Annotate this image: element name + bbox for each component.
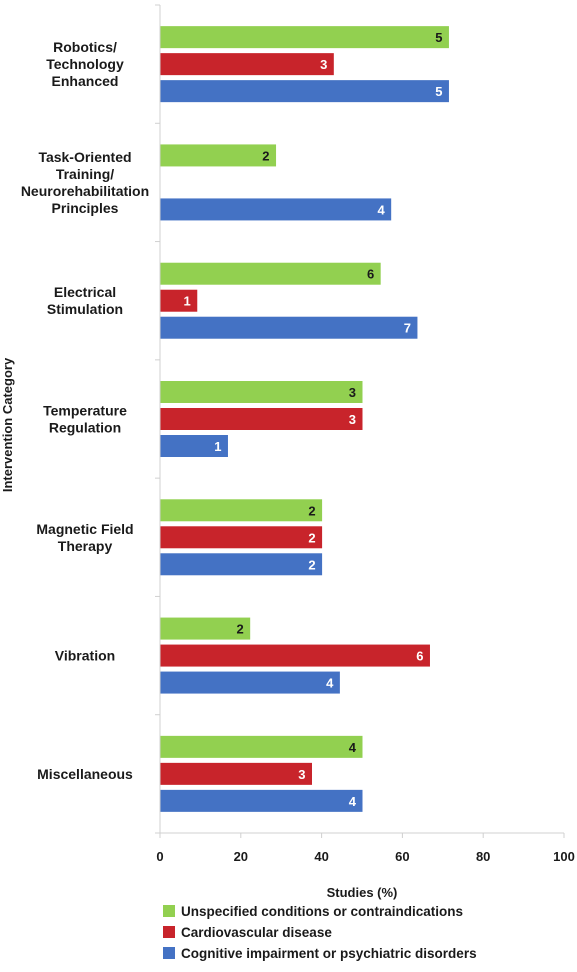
bar-data-label: 2 — [236, 622, 243, 637]
bar-data-label: 3 — [298, 767, 305, 782]
legend: Unspecified conditions or contraindicati… — [163, 904, 477, 961]
bar — [160, 408, 363, 430]
bar-data-label: 7 — [404, 321, 411, 336]
category-label: Temperature Regulation — [43, 403, 127, 436]
x-tick-label: 60 — [395, 849, 409, 864]
bar-data-label: 4 — [326, 676, 334, 691]
bar — [160, 144, 277, 167]
legend-label: Cognitive impairment or psychiatric diso… — [181, 946, 477, 961]
legend-swatch — [163, 926, 175, 938]
bars: 5 3 5 2 4 6 1 7 3 3 1 2 2 2 2 6 4 4 3 4 — [160, 26, 449, 812]
x-tick-label: 100 — [553, 849, 575, 864]
category-label-line: Neurorehabilitation — [21, 183, 149, 199]
bar — [160, 499, 323, 522]
bar — [160, 789, 363, 812]
category-label-line: Stimulation — [47, 301, 123, 317]
bar-data-label: 4 — [349, 740, 357, 755]
category-label: Task-Oriented Training/Neurorehabilitatio… — [21, 149, 149, 216]
category-label-line: Robotics/ — [53, 39, 117, 55]
category-label-line: Enhanced — [52, 73, 119, 89]
category-label-line: Temperature — [43, 403, 127, 419]
category-label-line: Regulation — [49, 420, 121, 436]
y-axis-title: Intervention Category — [0, 357, 15, 492]
legend-label: Unspecified conditions or contraindicati… — [181, 904, 463, 919]
x-tick-label: 80 — [476, 849, 490, 864]
bar — [160, 617, 251, 640]
category-label: Vibration — [55, 648, 115, 664]
bar — [160, 381, 363, 403]
legend-label: Cardiovascular disease — [181, 925, 332, 940]
bar — [160, 198, 392, 221]
bar — [160, 80, 449, 103]
bar-data-label: 4 — [349, 794, 357, 809]
legend-swatch — [163, 905, 175, 917]
bar — [160, 316, 418, 339]
x-axis-title: Studies (%) — [327, 885, 398, 900]
bar — [160, 735, 363, 758]
bar-data-label: 3 — [349, 385, 356, 400]
bar-data-label: 3 — [320, 57, 327, 72]
x-tick-label: 0 — [156, 849, 163, 864]
x-tick-label: 20 — [234, 849, 248, 864]
bar-data-label: 6 — [416, 649, 423, 664]
bar-data-label: 6 — [367, 267, 374, 282]
bar — [160, 553, 323, 576]
bar — [160, 435, 228, 457]
category-label-line: Vibration — [55, 648, 115, 664]
bar-data-label: 5 — [435, 84, 442, 99]
category-label: Miscellaneous — [37, 766, 133, 782]
category-label-line: Technology — [46, 56, 124, 72]
category-label-line: Therapy — [58, 538, 113, 554]
bar — [160, 289, 198, 312]
bar-data-label: 3 — [349, 412, 356, 427]
category-label: Magnetic Field Therapy — [36, 521, 133, 554]
bar — [160, 26, 449, 49]
category-label-line: Miscellaneous — [37, 766, 133, 782]
bar — [160, 644, 430, 667]
bar-data-label: 2 — [308, 557, 315, 572]
bar — [160, 526, 323, 549]
category-label: Robotics/Technology Enhanced — [46, 39, 124, 89]
bar-data-label: 2 — [308, 530, 315, 545]
bar-data-label: 5 — [435, 30, 442, 45]
bar — [160, 262, 381, 285]
category-label-line: Training/ — [56, 166, 114, 182]
category-label: Electrical Stimulation — [47, 284, 123, 317]
category-label-line: Task-Oriented — [38, 149, 131, 165]
bar — [160, 762, 312, 785]
bar-data-label: 4 — [377, 202, 385, 217]
bar-data-label: 1 — [214, 439, 221, 454]
category-label-line: Magnetic Field — [36, 521, 133, 537]
bar-data-label: 1 — [184, 294, 191, 309]
bar — [160, 53, 334, 76]
category-label-line: Principles — [52, 200, 119, 216]
category-labels: Robotics/Technology Enhanced Task-Oriented… — [21, 39, 149, 782]
bar-data-label: 2 — [262, 148, 269, 163]
bar-data-label: 2 — [308, 503, 315, 518]
category-label-line: Electrical — [54, 284, 116, 300]
legend-swatch — [163, 947, 175, 959]
bar — [160, 671, 340, 694]
x-tick-label: 40 — [314, 849, 328, 864]
axes: 0 20 40 60 80 100 — [155, 4, 575, 864]
